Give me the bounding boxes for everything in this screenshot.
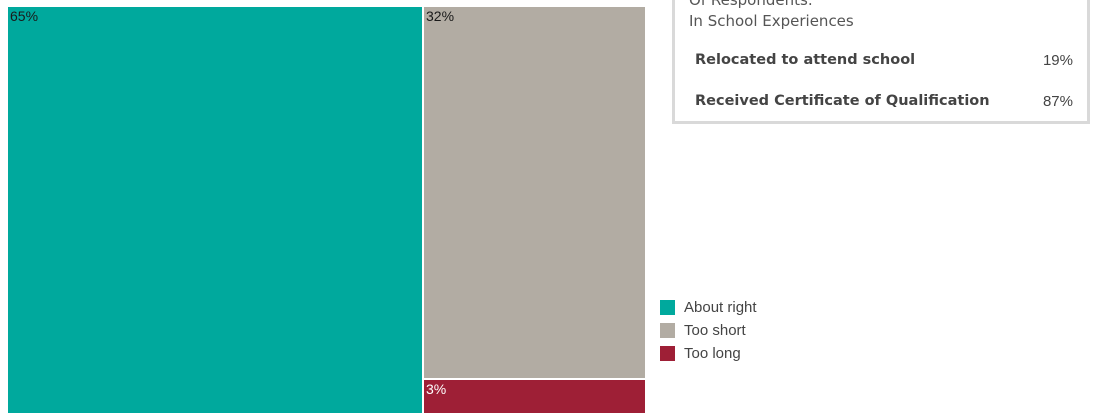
info-row-value-certificate: 87%	[1042, 93, 1073, 110]
info-heading-line1: Of Respondents:	[689, 0, 813, 9]
treemap-tile-too-short[interactable]	[424, 7, 645, 378]
chart-legend: About right Too short Too long	[660, 296, 757, 365]
info-heading-line2: In School Experiences	[689, 12, 854, 30]
legend-label-about-right: About right	[684, 298, 757, 316]
legend-item-too-long[interactable]: Too long	[660, 342, 757, 364]
in-school-experiences-box: Of Respondents: In School Experiences Re…	[672, 0, 1090, 124]
legend-item-too-short[interactable]: Too short	[660, 319, 757, 341]
legend-item-about-right[interactable]: About right	[660, 296, 757, 318]
treemap-chart: 65% 32% 3%	[8, 7, 645, 413]
treemap-tile-about-right[interactable]	[8, 7, 422, 413]
treemap-label-too-long: 3%	[426, 381, 446, 397]
info-row-value-relocated: 19%	[1042, 52, 1073, 69]
legend-label-too-short: Too short	[684, 321, 746, 339]
legend-label-too-long: Too long	[684, 344, 741, 362]
treemap-label-about-right: 65%	[10, 8, 38, 24]
info-row-label-certificate: Received Certificate of Qualification	[695, 93, 990, 109]
treemap-tile-too-long[interactable]	[424, 380, 645, 413]
info-row-label-relocated: Relocated to attend school	[695, 52, 916, 68]
legend-swatch-too-long	[660, 345, 675, 361]
treemap-label-too-short: 32%	[426, 8, 454, 24]
legend-swatch-too-short	[660, 322, 675, 338]
legend-swatch-about-right	[660, 299, 675, 315]
